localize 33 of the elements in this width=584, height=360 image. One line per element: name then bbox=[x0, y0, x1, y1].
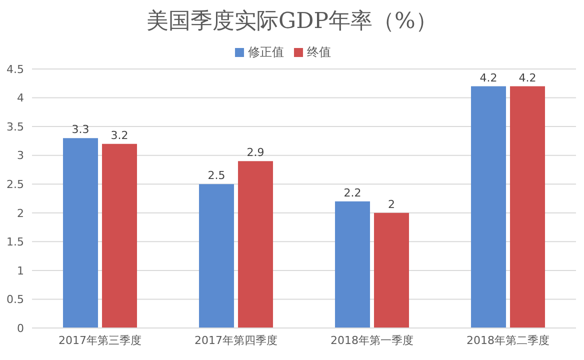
x-tick-label: 2018年第二季度 bbox=[466, 334, 550, 347]
data-label: 4.2 bbox=[518, 71, 536, 84]
y-tick-label: 1 bbox=[17, 264, 24, 278]
bar bbox=[102, 144, 137, 328]
y-tick-label: 0.5 bbox=[6, 293, 24, 306]
legend-label: 终值 bbox=[307, 45, 331, 59]
y-tick-label: 4 bbox=[17, 92, 24, 105]
y-tick-label: 4.5 bbox=[6, 62, 24, 76]
y-tick-label: 3 bbox=[17, 149, 24, 162]
y-tick-label: 2 bbox=[17, 206, 24, 220]
bar bbox=[335, 201, 370, 328]
y-tick-label: 3.5 bbox=[6, 120, 24, 134]
data-label: 2 bbox=[388, 198, 395, 211]
bar bbox=[63, 138, 98, 328]
bar bbox=[510, 86, 545, 328]
y-tick-label: 1.5 bbox=[6, 236, 24, 249]
chart-title: 美国季度实际GDP年率（%） bbox=[146, 8, 438, 36]
x-tick-label: 2018年第一季度 bbox=[330, 334, 414, 347]
bar bbox=[471, 86, 506, 328]
legend-label: 修正值 bbox=[248, 45, 284, 59]
data-label: 3.2 bbox=[110, 128, 128, 142]
data-label: 3.3 bbox=[72, 123, 90, 136]
data-label: 2.2 bbox=[344, 186, 362, 200]
x-tick-label: 2017年第三季度 bbox=[58, 334, 142, 347]
data-label: 4.2 bbox=[480, 71, 498, 84]
bar bbox=[374, 212, 409, 328]
bar bbox=[199, 184, 234, 328]
y-tick-label: 0 bbox=[17, 322, 24, 335]
data-label: 2.9 bbox=[246, 146, 264, 160]
bar bbox=[238, 161, 273, 328]
data-label: 2.5 bbox=[208, 169, 226, 182]
y-tick-label: 2.5 bbox=[6, 178, 24, 192]
x-tick-label: 2017年第四季度 bbox=[194, 334, 278, 347]
